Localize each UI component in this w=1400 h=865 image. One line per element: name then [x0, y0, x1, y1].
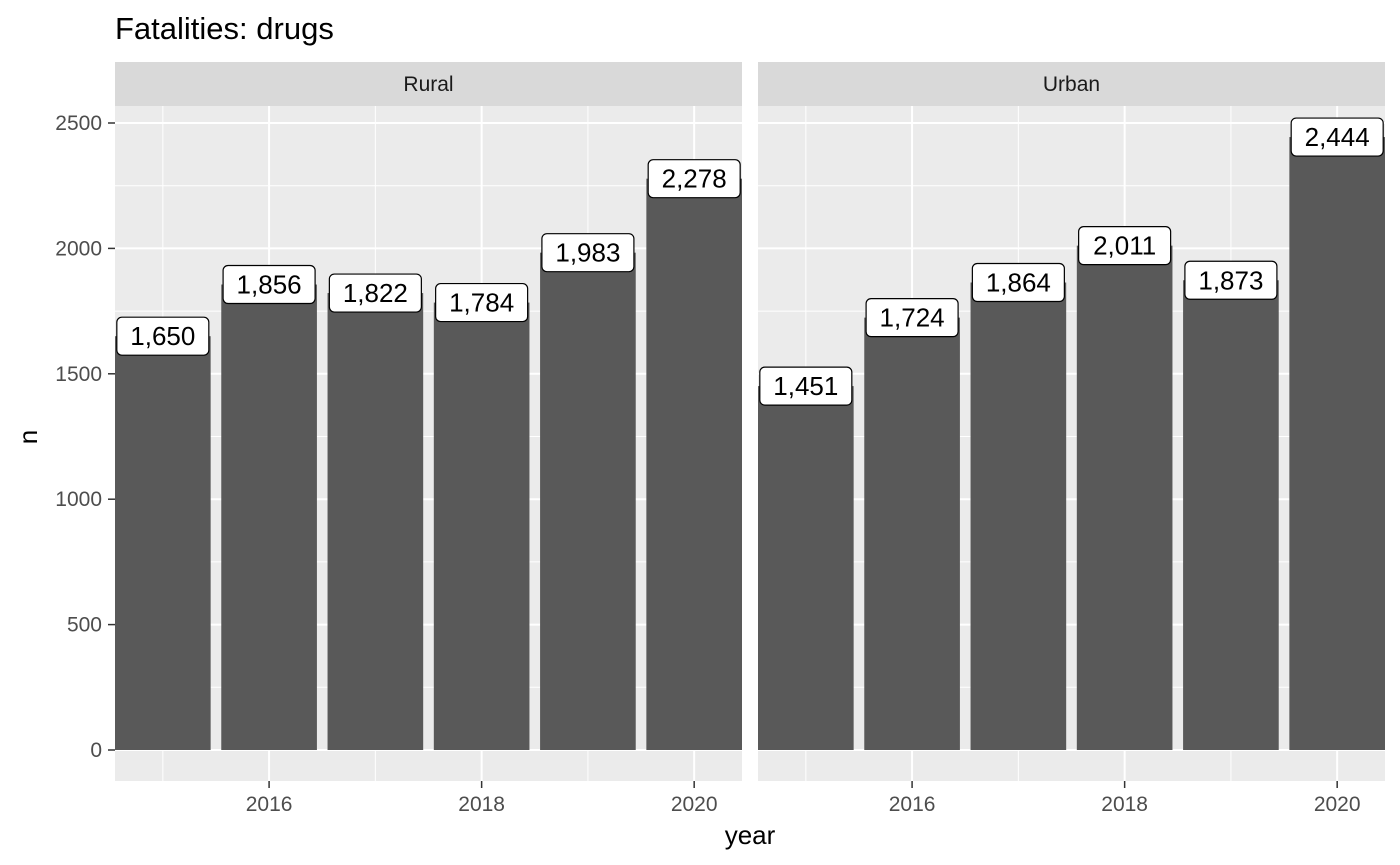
x-tick-label: 2018 — [1101, 793, 1148, 816]
data-label: 1,856 — [237, 270, 302, 300]
panel-strip — [115, 62, 742, 106]
y-tick-label: 0 — [90, 739, 102, 762]
y-tick-label: 500 — [67, 614, 102, 637]
panel-rural: Rural 1,650 1,856 1,822 1,784 1,983 2,278 2016 2… — [55, 62, 742, 816]
data-label-box — [865, 298, 959, 338]
bar — [1076, 245, 1173, 750]
bar — [758, 386, 854, 750]
panel-background — [758, 106, 1385, 781]
data-label: 1,451 — [773, 371, 838, 401]
data-label-box — [116, 316, 210, 356]
data-label: 1,864 — [986, 268, 1051, 298]
bar — [433, 302, 530, 750]
bar — [646, 178, 742, 750]
y-tick-label: 1000 — [55, 488, 102, 511]
y-tick-label: 1500 — [55, 363, 102, 386]
panel-strip-label: Rural — [403, 73, 453, 96]
bar — [1183, 280, 1279, 750]
data-label: 1,650 — [130, 321, 195, 351]
data-label-box — [1184, 260, 1278, 300]
data-label: 1,983 — [555, 238, 620, 268]
data-label: 2,444 — [1305, 122, 1370, 152]
y-tick-label: 2500 — [55, 112, 102, 135]
x-tick-label: 2020 — [1314, 793, 1361, 816]
panel-strip — [758, 62, 1385, 106]
bar — [540, 252, 636, 750]
data-label: 1,784 — [449, 288, 514, 318]
data-label-box — [1290, 117, 1384, 157]
bar — [115, 336, 211, 750]
data-label: 1,724 — [880, 303, 945, 333]
x-tick-label: 2020 — [671, 793, 718, 816]
chart-title: Fatalities: drugs — [115, 11, 334, 46]
panels-layer: Rural 1,650 1,856 1,822 1,784 1,983 2,278 2016 2… — [55, 62, 1385, 816]
bar — [1289, 137, 1385, 750]
x-tick-label: 2016 — [889, 793, 936, 816]
data-label-box — [971, 262, 1065, 303]
panel-background — [115, 106, 742, 781]
bar — [970, 282, 1067, 750]
data-label-box — [328, 273, 422, 313]
panel-urban: Urban 1,451 1,724 1,864 2,011 1,873 2,444 2016 2… — [758, 62, 1385, 816]
data-label: 2,011 — [1093, 231, 1156, 261]
data-label: 1,873 — [1198, 265, 1263, 295]
y-axis-label: n — [13, 430, 43, 444]
data-label: 2,278 — [662, 164, 727, 194]
y-tick-label: 2000 — [55, 237, 102, 260]
data-label-box — [222, 264, 316, 305]
data-label-box — [647, 159, 741, 199]
data-label: 1,822 — [343, 278, 408, 308]
x-tick-label: 2016 — [246, 793, 293, 816]
bar — [327, 293, 424, 750]
x-tick-label: 2018 — [458, 793, 505, 816]
data-label-box — [435, 282, 529, 323]
bar — [864, 317, 960, 750]
data-label-box — [1078, 226, 1172, 266]
x-axis-label: year — [725, 820, 776, 850]
data-label-box — [541, 233, 635, 273]
panel-strip-label: Urban — [1043, 73, 1100, 96]
data-label-box — [759, 366, 853, 406]
bar — [221, 284, 317, 750]
